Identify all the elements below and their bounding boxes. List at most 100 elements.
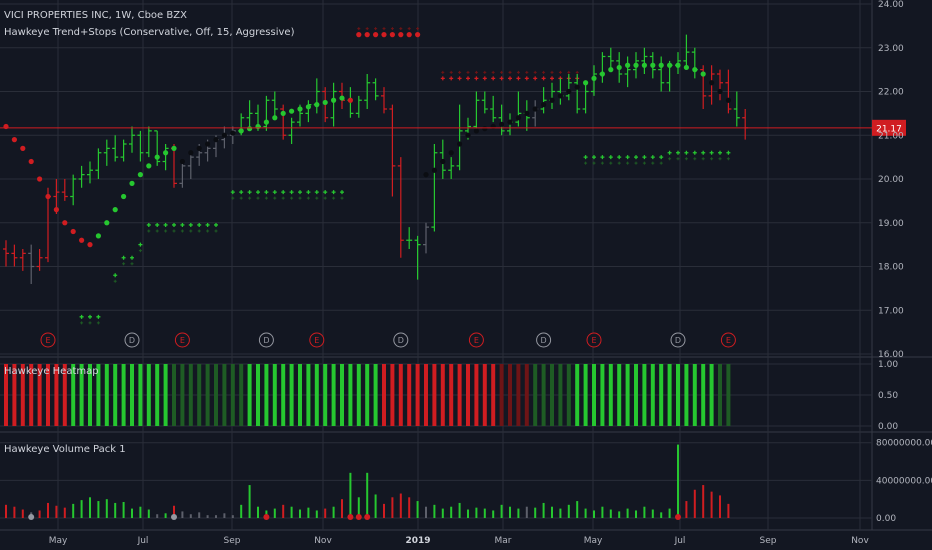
- price-bar: [624, 56, 631, 88]
- stop-marker: [96, 321, 100, 325]
- volume-bar: [240, 504, 243, 518]
- stop-marker: [634, 155, 638, 160]
- event-label: E: [314, 336, 319, 345]
- volume-bar: [509, 506, 511, 518]
- price-bar: [280, 104, 287, 140]
- heatmap-bar: [676, 364, 680, 426]
- stop-marker: [718, 157, 722, 161]
- trend-dot: [599, 71, 606, 77]
- volume-bar: [38, 510, 41, 518]
- volume-bar: [122, 502, 125, 518]
- stop-marker: [80, 321, 84, 325]
- trend-dot: [87, 242, 93, 248]
- event-label: D: [263, 336, 269, 345]
- dividend-marker: [124, 332, 140, 348]
- price-bar: [717, 69, 723, 101]
- event-label: E: [45, 336, 50, 345]
- trend-dot: [364, 32, 370, 38]
- stop-marker: [583, 155, 588, 160]
- event-label: D: [675, 336, 681, 345]
- trend-dot: [457, 141, 463, 147]
- stop-marker: [331, 190, 336, 195]
- volume-bar: [416, 501, 419, 518]
- volume-bar: [408, 497, 411, 518]
- price-bar: [330, 82, 337, 127]
- trend-dot: [112, 207, 118, 213]
- price-bar: [137, 130, 144, 162]
- price-tick-label: 16.00: [878, 350, 904, 360]
- stop-marker: [416, 27, 420, 31]
- time-axis[interactable]: May Jul Sep Nov 2019 Mar May Jul Sep Nov: [49, 536, 870, 546]
- stop-marker: [575, 70, 579, 74]
- stop-marker: [508, 76, 512, 81]
- event-label: D: [541, 336, 547, 345]
- stop-marker: [483, 70, 487, 74]
- price-bar: [733, 91, 740, 127]
- stop-marker: [239, 190, 244, 195]
- heatmap-bar: [566, 364, 571, 426]
- price-bar: [28, 244, 35, 284]
- stop-marker: [466, 76, 470, 81]
- volume-bar: [55, 505, 58, 518]
- price-bar: [78, 165, 85, 188]
- stop-marker: [256, 190, 260, 195]
- stop-marker: [272, 190, 277, 195]
- volume-bar: [685, 501, 688, 518]
- heatmap-bar: [205, 364, 210, 426]
- volume-marker: [28, 514, 35, 520]
- stop-marker: [205, 222, 210, 227]
- trend-dot: [406, 32, 412, 38]
- stop-marker: [524, 76, 529, 81]
- earnings-marker: [468, 332, 484, 348]
- heatmap-tick-label: 0.50: [878, 391, 898, 401]
- trend-dot: [137, 172, 143, 178]
- stop-marker: [701, 150, 706, 155]
- stop-marker: [525, 70, 529, 74]
- trend-dot: [188, 150, 194, 156]
- volume-bar: [80, 500, 83, 518]
- trend-dot: [524, 110, 530, 116]
- heatmap-bar: [256, 364, 260, 426]
- trend-dot: [121, 193, 127, 200]
- volume-bar: [189, 514, 192, 518]
- stop-marker: [357, 27, 361, 31]
- time-tick-label: Mar: [495, 536, 512, 546]
- volume-bar: [609, 509, 612, 518]
- stop-marker: [323, 190, 328, 195]
- price-bar: [683, 34, 690, 66]
- stop-marker: [693, 157, 697, 161]
- stop-marker: [533, 76, 538, 81]
- price-tick-label: 21.00: [878, 131, 904, 141]
- price-bar: [271, 91, 278, 118]
- trend-dot: [247, 126, 253, 132]
- heatmap-bar: [247, 364, 252, 426]
- trend-dot: [641, 62, 648, 68]
- stop-marker: [390, 27, 394, 31]
- heatmap-bar: [272, 364, 277, 426]
- heatmap-bar: [558, 364, 563, 426]
- volume-bar: [164, 513, 167, 518]
- trend-dot: [507, 119, 513, 125]
- last-price-badge: [872, 119, 906, 136]
- heatmap-bar: [281, 364, 286, 426]
- price-axis[interactable]: 24.00 23.00 22.00 21.00 20.00 19.00 18.00 17.00…: [876, 0, 932, 524]
- price-tick-label: 18.00: [878, 263, 904, 273]
- stop-marker: [600, 161, 604, 165]
- trend-dot: [196, 145, 202, 151]
- volume-bar: [131, 508, 133, 518]
- trend-dot: [314, 102, 320, 108]
- trend-dot: [179, 158, 185, 165]
- heatmap-bar: [390, 364, 395, 426]
- stop-marker: [651, 161, 655, 165]
- trend-dot: [633, 62, 639, 68]
- stop-marker: [188, 222, 193, 227]
- trend-dot: [440, 158, 446, 165]
- volume-title: Hawkeye Volume Pack 1: [4, 444, 126, 455]
- price-bar: [481, 91, 488, 114]
- stop-marker: [684, 157, 688, 161]
- stop-marker: [138, 249, 142, 253]
- volume-bar: [584, 508, 587, 518]
- trend-dot: [549, 97, 555, 103]
